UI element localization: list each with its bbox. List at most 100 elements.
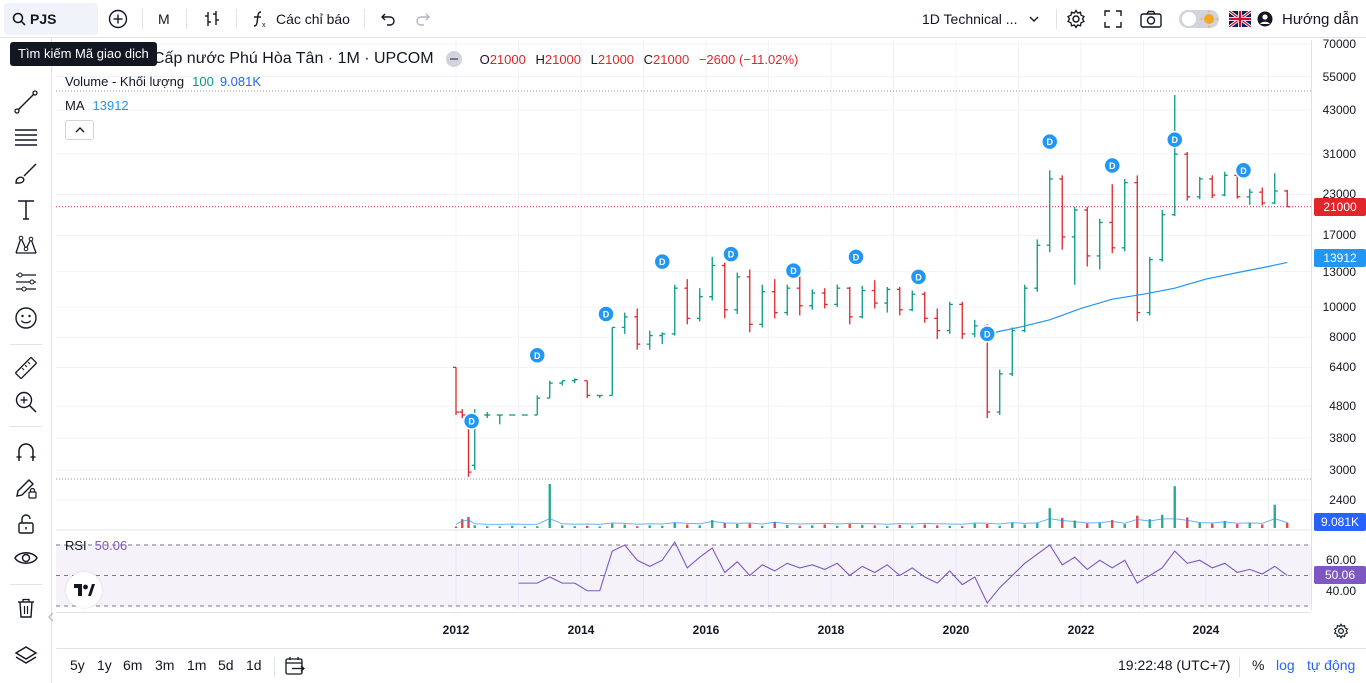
forecast-tool[interactable] [12, 268, 40, 296]
year-label: 2020 [942, 623, 970, 637]
hide-drawings-tool[interactable] [12, 544, 40, 572]
price-bar [684, 279, 691, 325]
auto-toggle[interactable]: tự động [1307, 657, 1356, 673]
volume-bar [1123, 524, 1126, 528]
market-status-icon[interactable] [445, 51, 462, 67]
volume-bar [948, 525, 951, 528]
magnet-tool[interactable] [12, 438, 40, 466]
range-1y[interactable]: 1y [97, 657, 112, 673]
ma-legend[interactable]: MA 13912 [65, 98, 129, 113]
measure-tool[interactable] [12, 354, 40, 382]
trend-line-tool[interactable] [12, 88, 40, 116]
layout-menu-button[interactable]: 1D Technical ... [922, 0, 1039, 38]
interval-button[interactable]: M [158, 0, 170, 38]
volume-bar [998, 525, 1001, 528]
language-button[interactable] [1229, 0, 1251, 38]
range-1m[interactable]: 1m [187, 657, 207, 673]
price-bar [584, 380, 591, 399]
snapshot-button[interactable] [1140, 0, 1162, 38]
remove-drawings-tool[interactable] [12, 594, 40, 622]
symbol-search-button[interactable]: PJS [4, 3, 98, 35]
indicators-button[interactable]: x Các chỉ báo [250, 0, 350, 38]
pattern-tool[interactable] [12, 232, 40, 260]
dividend-marker-circle [909, 268, 928, 286]
rsi-tick-label: 60.00 [1325, 553, 1356, 568]
text-tool[interactable] [12, 196, 40, 224]
range-3m[interactable]: 3m [155, 657, 175, 673]
drawing-toolbar [0, 38, 52, 683]
open-label: O [479, 51, 490, 67]
go-to-date-button[interactable] [284, 655, 306, 677]
price-bar [959, 301, 966, 339]
dividend-marker: D [462, 412, 481, 430]
price-bar [709, 256, 716, 301]
price-tick-label: 55000 [1322, 69, 1356, 84]
help-button[interactable]: Hướng dẫn [1257, 0, 1359, 38]
price-bar [1171, 95, 1178, 217]
compare-button[interactable] [108, 0, 130, 38]
layout-name: 1D Technical ... [922, 11, 1018, 27]
theme-toggle-icon [1179, 10, 1219, 28]
price-chart[interactable]: D D D D D D D D D D D D D [56, 40, 1311, 610]
volume-bar [973, 523, 976, 528]
volume-bar [467, 517, 470, 528]
fullscreen-button[interactable] [1104, 0, 1124, 38]
scale-settings-button[interactable] [1330, 620, 1352, 642]
price-bar [671, 284, 678, 336]
year-label: 2024 [1192, 623, 1220, 637]
time-axis[interactable]: 2012 2014 2016 2018 2020 2022 2024 [56, 612, 1311, 648]
brush-tool[interactable] [12, 160, 40, 188]
price-scale[interactable]: 70000 55000 43000 31000 23000 17000 13000 10000… [1311, 37, 1366, 610]
lock-drawings-tool[interactable] [12, 474, 40, 502]
percent-toggle[interactable]: % [1252, 657, 1265, 673]
price-tick-label: 4800 [1329, 399, 1356, 414]
range-1d[interactable]: 1d [246, 657, 262, 673]
price-bar [609, 326, 616, 397]
dividend-marker: D [1166, 130, 1184, 149]
theme-toggle[interactable] [1178, 0, 1220, 38]
chart-type-button[interactable] [202, 0, 224, 38]
gear-icon [1067, 9, 1085, 29]
ma-badge: 13912 [1314, 249, 1366, 268]
fib-tool[interactable] [12, 124, 40, 152]
price-tick-label: 2400 [1329, 493, 1356, 507]
dividend-marker: D [847, 248, 865, 266]
dividend-marker-circle [597, 305, 615, 323]
dividend-marker-label: D [915, 272, 922, 282]
undo-button[interactable] [378, 0, 396, 38]
dividend-marker-label: D [984, 329, 991, 339]
ma-polyline [987, 261, 1288, 335]
volume-bar [611, 523, 614, 528]
smiley-icon [15, 307, 37, 329]
volume-bar [798, 525, 801, 528]
horizontal-lines-icon [15, 129, 37, 146]
interval-label: M [158, 11, 170, 27]
price-bar [1146, 256, 1153, 316]
object-tree-tool[interactable] [12, 642, 40, 670]
log-toggle[interactable]: log [1276, 657, 1295, 673]
redo-button[interactable] [415, 0, 433, 38]
volume-bar [1261, 524, 1264, 528]
zoom-tool[interactable] [12, 388, 40, 416]
collapse-legend-button[interactable] [65, 120, 94, 140]
range-6m[interactable]: 6m [123, 657, 143, 673]
lock-all-tool[interactable] [12, 510, 40, 538]
clock[interactable]: 19:22:48 (UTC+7) [1118, 657, 1231, 673]
range-5d[interactable]: 5d [218, 657, 234, 673]
camera-icon [1140, 10, 1162, 28]
price-bar [1196, 176, 1203, 200]
settings-button[interactable] [1066, 0, 1086, 38]
volume-bar [636, 526, 639, 528]
rsi-legend[interactable]: RSI 50.06 [65, 538, 127, 553]
volume-ma-line [455, 518, 1288, 525]
range-5y[interactable]: 5y [70, 657, 85, 673]
icon-tool[interactable] [12, 304, 40, 332]
volume-bar [736, 524, 739, 528]
price-bar [496, 414, 503, 425]
user-icon [1257, 11, 1273, 27]
collapse-toolbar-handle[interactable] [46, 606, 56, 628]
tradingview-logo[interactable] [66, 572, 102, 608]
volume-legend[interactable]: Volume - Khối lượng 100 9.081K [65, 74, 261, 89]
dividend-marker-label: D [1172, 135, 1179, 145]
price-bar [484, 412, 491, 419]
